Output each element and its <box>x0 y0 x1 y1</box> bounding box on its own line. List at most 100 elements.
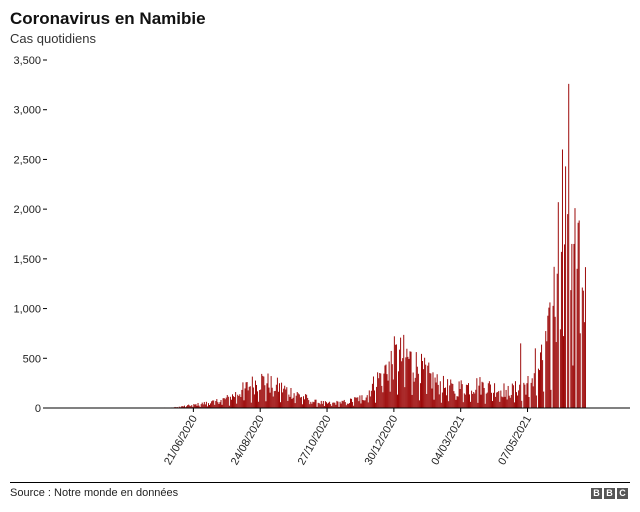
bar <box>273 391 275 408</box>
y-tick-label: 2,500 <box>13 154 41 166</box>
bar <box>189 405 191 408</box>
bar <box>180 406 182 408</box>
bar <box>196 405 198 408</box>
bar <box>429 373 431 408</box>
bar <box>340 403 342 408</box>
bar <box>524 384 526 408</box>
bar <box>270 376 272 408</box>
bar <box>310 401 312 408</box>
bar <box>328 402 330 408</box>
bar <box>499 401 501 408</box>
bar <box>456 396 458 408</box>
bar <box>464 394 466 408</box>
bar <box>251 376 253 408</box>
bar <box>574 208 576 408</box>
bar <box>436 374 438 408</box>
bar <box>527 376 529 408</box>
bar <box>366 395 368 408</box>
bar <box>345 405 347 408</box>
bar <box>308 400 310 408</box>
bar <box>462 402 464 408</box>
bar <box>419 383 421 408</box>
bar <box>202 404 204 408</box>
bar <box>253 394 255 408</box>
bar <box>222 398 224 408</box>
bar <box>364 400 366 408</box>
bar <box>234 397 236 408</box>
bar <box>186 406 188 408</box>
bar <box>315 399 317 408</box>
bar <box>568 83 570 409</box>
bar <box>195 404 197 408</box>
bar <box>344 402 346 408</box>
bar <box>285 389 287 408</box>
bar <box>480 394 482 408</box>
bar <box>266 383 268 408</box>
bar <box>267 373 269 408</box>
x-tick-label: 04/03/2021 <box>429 413 467 467</box>
bar <box>217 402 219 408</box>
bar <box>287 400 289 408</box>
bar <box>507 385 509 408</box>
bar <box>425 364 427 408</box>
bar <box>232 394 233 408</box>
bar <box>531 378 533 408</box>
bar <box>479 377 481 408</box>
bar <box>306 394 308 408</box>
bar <box>401 361 403 408</box>
bar <box>547 315 549 408</box>
bar <box>560 251 562 408</box>
bar <box>466 385 468 408</box>
bar <box>225 397 227 408</box>
bar <box>514 381 516 408</box>
bar <box>532 386 534 408</box>
bar <box>461 384 463 408</box>
bar <box>564 244 566 408</box>
bar <box>362 400 364 408</box>
y-tick-label: 0 <box>35 403 41 415</box>
bar <box>476 378 478 408</box>
bar <box>313 402 315 408</box>
bar <box>554 316 556 408</box>
bar <box>379 373 381 408</box>
bar <box>241 389 243 408</box>
bar <box>320 400 322 408</box>
bar <box>445 387 446 408</box>
bar <box>294 403 296 408</box>
bar <box>268 387 270 408</box>
bar <box>236 403 238 408</box>
bar <box>213 400 215 408</box>
bar <box>289 396 291 408</box>
bar <box>357 397 359 408</box>
bar <box>502 397 504 408</box>
bar <box>526 383 528 408</box>
bar <box>489 384 491 408</box>
bar <box>385 364 387 408</box>
bar <box>403 334 405 408</box>
bar <box>458 381 460 408</box>
bar <box>495 396 497 408</box>
bar <box>501 396 503 408</box>
bar <box>325 402 327 408</box>
bar <box>465 384 467 408</box>
bar <box>511 383 513 408</box>
bar <box>557 202 559 408</box>
x-tick-label: 07/05/2021 <box>496 414 534 468</box>
bar <box>194 404 196 408</box>
y-tick-label: 3,000 <box>13 105 41 117</box>
bar <box>271 387 273 408</box>
bar <box>239 394 241 408</box>
bar <box>281 382 283 408</box>
bar <box>192 406 194 408</box>
bar <box>488 381 490 408</box>
bar <box>537 368 539 408</box>
bar <box>472 393 474 408</box>
bar <box>470 401 472 408</box>
bar <box>316 406 318 408</box>
x-tick-label: 27/10/2020 <box>296 414 334 468</box>
bar <box>576 268 578 408</box>
bar <box>493 392 495 408</box>
bar <box>209 405 210 408</box>
bar <box>214 404 216 408</box>
bar <box>334 402 336 408</box>
